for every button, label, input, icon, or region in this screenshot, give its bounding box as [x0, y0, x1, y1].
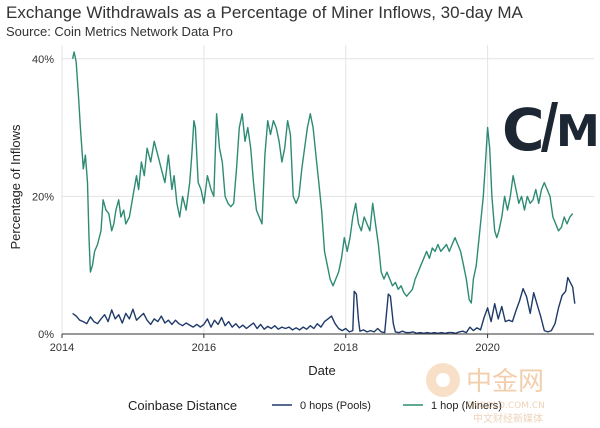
- coinmetrics-logo: C M: [502, 96, 600, 164]
- x-tick-label: 2016: [192, 342, 216, 354]
- x-tick-label: 2014: [50, 342, 74, 354]
- y-tick-label: 20%: [32, 191, 54, 203]
- series-line-pools: [72, 276, 576, 334]
- series-line-miners: [71, 51, 574, 304]
- legend-title: Coinbase Distance: [128, 398, 237, 413]
- y-tick-label: 40%: [32, 54, 54, 66]
- legend-label-miners: 1 hop (Miners): [431, 400, 502, 412]
- legend-label-pools: 0 hops (Pools): [300, 400, 371, 412]
- logo-slash: [541, 102, 558, 152]
- x-tick-label: 2018: [333, 342, 357, 354]
- chart-subtitle: Source: Coin Metrics Network Data Pro: [6, 24, 233, 39]
- logo-c: C: [502, 96, 545, 164]
- watermark-cn-text: 中金网: [466, 367, 544, 397]
- logo-m: M: [556, 106, 600, 157]
- grid-lines: [61, 45, 594, 335]
- series-lines: [71, 51, 576, 334]
- x-tick-label: 2020: [475, 342, 499, 354]
- chart-title: Exchange Withdrawals as a Percentage of …: [6, 3, 523, 22]
- y-axis-label: Percentage of Inflows: [8, 124, 23, 250]
- y-axis: 0% 20% 40%: [32, 54, 54, 341]
- legend: Coinbase Distance 0 hops (Pools) 1 hop (…: [128, 398, 502, 413]
- x-axis-label: Date: [308, 363, 335, 378]
- x-axis: 2014 2016 2018 2020: [50, 333, 594, 354]
- watermark-logo-inner: [436, 373, 450, 387]
- watermark-cn-small: 中文财经新媒体: [473, 412, 543, 425]
- watermark-domain: CNGOLD.COM.CN: [466, 401, 545, 411]
- y-tick-label: 0%: [38, 329, 54, 341]
